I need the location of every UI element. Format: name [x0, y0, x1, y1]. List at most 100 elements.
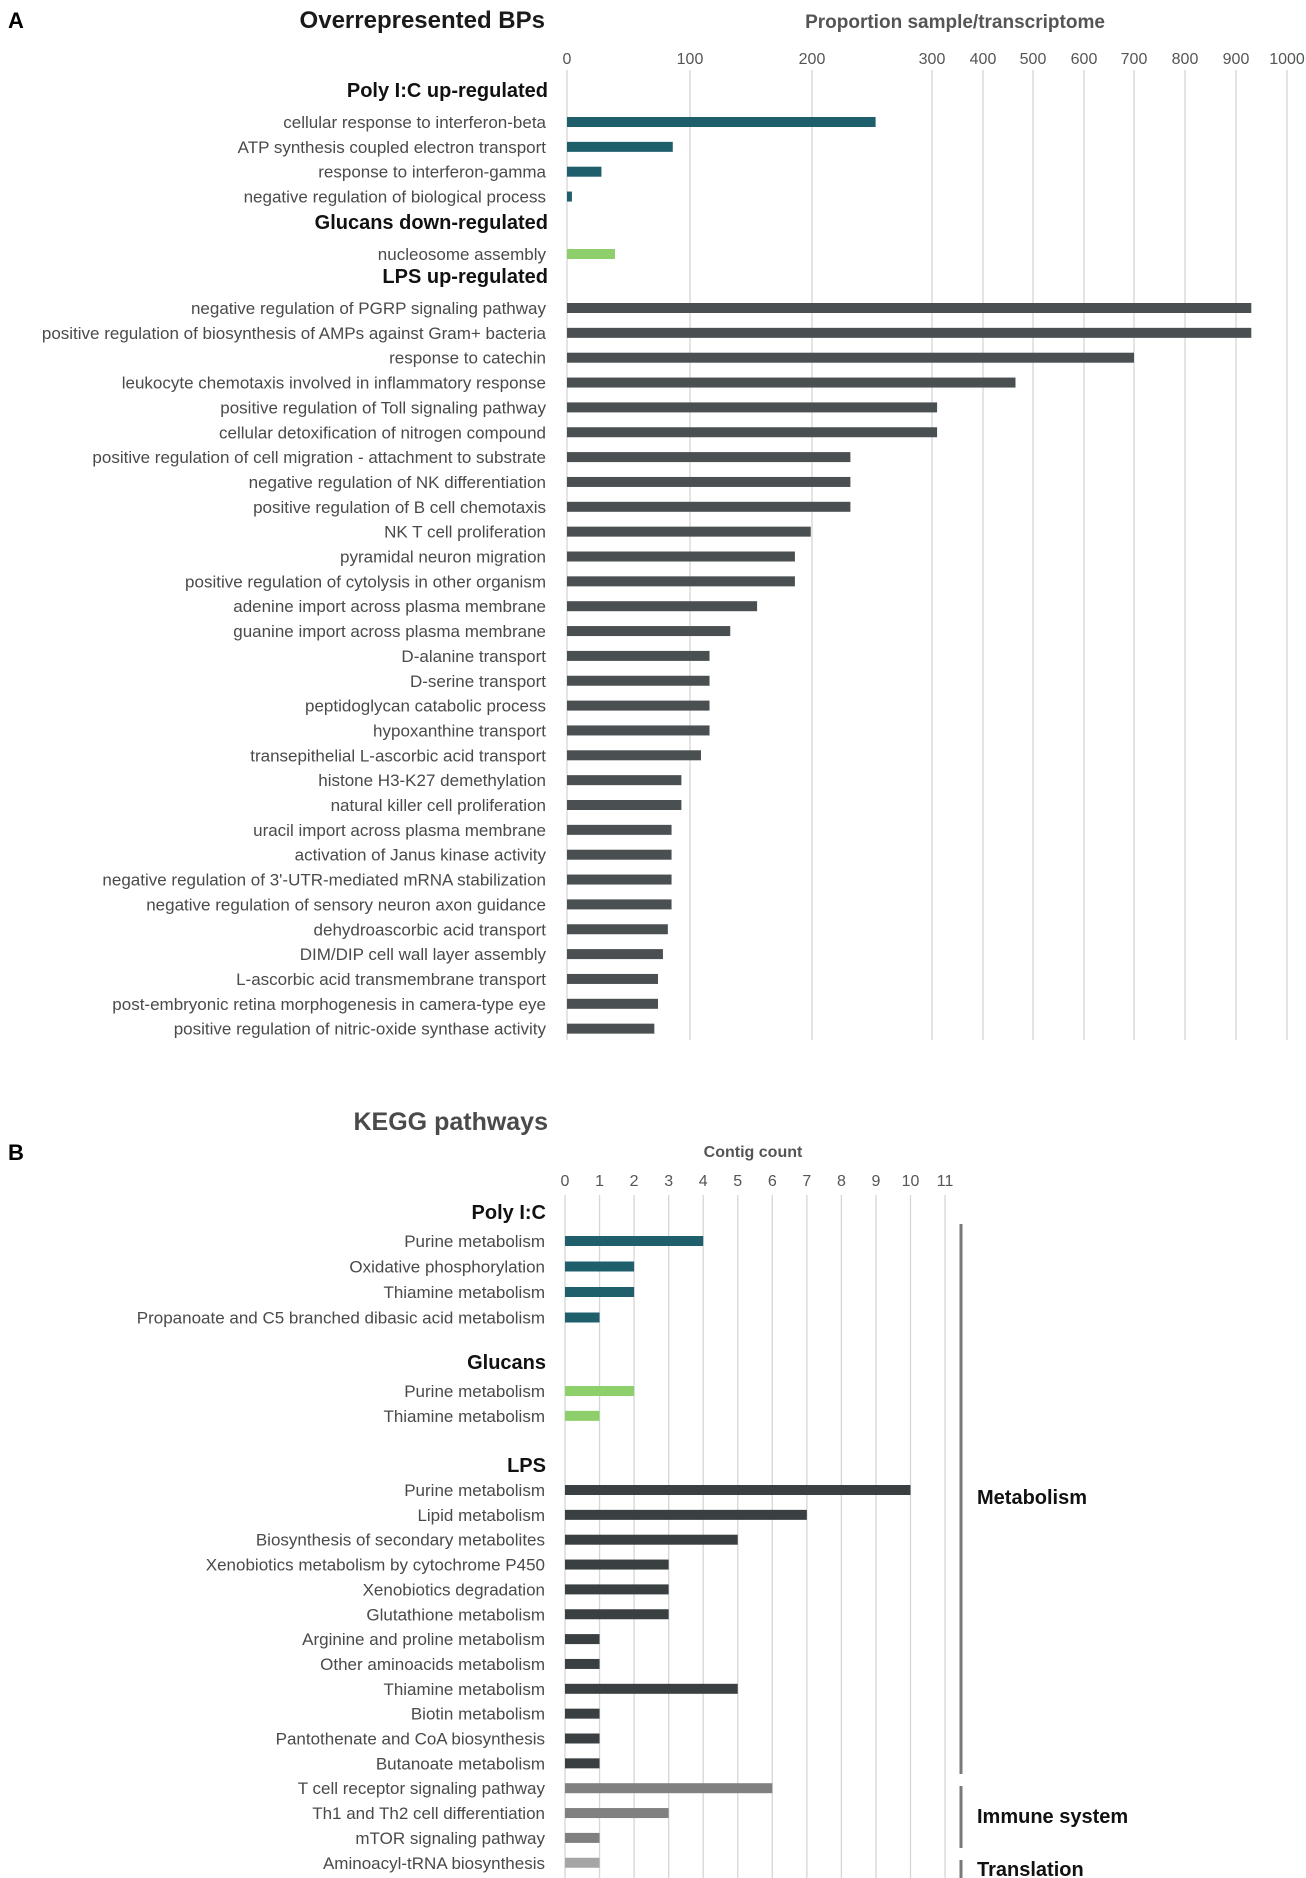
- chart-a-title: Overrepresented BPs: [300, 7, 545, 34]
- bar-label-b: Pantothenate and CoA biosynthesis: [276, 1730, 545, 1749]
- x-tick-label-a: 600: [1071, 51, 1098, 68]
- bar-label-b: Arginine and proline metabolism: [302, 1630, 545, 1649]
- bar-b: [565, 1683, 738, 1694]
- bar-label-a: DIM/DIP cell wall layer assembly: [300, 945, 547, 964]
- bar-b: [565, 1808, 669, 1819]
- bar-b: [565, 1287, 635, 1297]
- bar-label-a: positive regulation of cytolysis in othe…: [185, 572, 546, 591]
- bar-label-b: Aminoacyl-tRNA biosynthesis: [323, 1854, 545, 1873]
- bar-label-b: Other aminoacids metabolism: [320, 1655, 545, 1674]
- bar-a: [567, 141, 673, 152]
- bar-label-a: D-alanine transport: [401, 647, 546, 666]
- bar-a: [567, 675, 710, 686]
- bar-a: [567, 899, 672, 910]
- bar-a: [567, 775, 682, 786]
- bar-label-b: Biosynthesis of secondary metabolites: [256, 1531, 545, 1550]
- x-tick-label-a: 200: [799, 51, 826, 68]
- group-title-b: LPS: [507, 1455, 546, 1477]
- bar-a: [567, 166, 602, 177]
- bar-a: [567, 249, 615, 259]
- bar-label-a: leukocyte chemotaxis involved in inflamm…: [122, 374, 546, 393]
- x-tick-label-b: 0: [561, 1173, 570, 1190]
- bar-label-b: Th1 and Th2 cell differentiation: [312, 1804, 545, 1823]
- bar-label-a: transepithelial L-ascorbic acid transpor…: [250, 746, 546, 765]
- bar-label-a: hypoxanthine transport: [373, 721, 546, 740]
- bar-label-a: positive regulation of nitric-oxide synt…: [174, 1020, 547, 1039]
- bar-b: [565, 1386, 635, 1396]
- bar-label-b: Lipid metabolism: [417, 1506, 545, 1525]
- bar-label-a: adenine import across plasma membrane: [233, 597, 546, 616]
- bar-a: [567, 327, 1252, 338]
- bar-a: [567, 874, 672, 885]
- bar-b: [565, 1312, 600, 1323]
- bar-label-b: Purine metabolism: [404, 1232, 545, 1251]
- x-tick-label-b: 6: [768, 1173, 777, 1190]
- bar-a: [567, 800, 682, 810]
- bar-label-a: histone H3-K27 demethylation: [318, 771, 546, 790]
- bar-label-b: Thiamine metabolism: [383, 1283, 545, 1302]
- bar-b: [565, 1708, 600, 1719]
- bar-b: [565, 1410, 600, 1421]
- bar-label-a: activation of Janus kinase activity: [295, 846, 547, 865]
- bar-label-a: uracil import across plasma membrane: [253, 821, 546, 840]
- x-tick-label-b: 9: [871, 1173, 880, 1190]
- category-label: Immune system: [977, 1806, 1128, 1828]
- x-tick-label-a: 1000: [1269, 51, 1305, 68]
- bar-a: [567, 501, 851, 512]
- group-title-a: LPS up-regulated: [382, 266, 548, 288]
- bar-b: [565, 1485, 911, 1495]
- bar-a: [567, 924, 668, 935]
- bar-a: [567, 824, 672, 835]
- bar-a: [567, 476, 851, 487]
- bar-a: [567, 998, 659, 1009]
- bar-a: [567, 725, 710, 736]
- bar-label-a: response to interferon-gamma: [318, 163, 546, 182]
- x-tick-label-a: 0: [563, 51, 572, 68]
- x-tick-label-b: 10: [902, 1173, 920, 1190]
- bar-label-a: response to catechin: [389, 349, 546, 368]
- bar-a: [567, 700, 710, 711]
- bar-a: [567, 352, 1134, 363]
- bar-a: [567, 650, 710, 661]
- x-tick-label-b: 1: [595, 1173, 604, 1190]
- group-title-a: Poly I:C up-regulated: [347, 80, 548, 102]
- x-tick-label-a: 800: [1172, 51, 1199, 68]
- bar-label-a: guanine import across plasma membrane: [233, 622, 546, 641]
- x-tick-label-a: 700: [1121, 51, 1148, 68]
- x-tick-label-a: 900: [1223, 51, 1250, 68]
- bar-label-a: negative regulation of 3'-UTR-mediated m…: [102, 871, 546, 890]
- bar-b: [565, 1534, 738, 1545]
- bar-label-a: ATP synthesis coupled electron transport: [238, 138, 547, 157]
- bar-label-a: negative regulation of biological proces…: [244, 188, 546, 207]
- bar-b: [565, 1857, 600, 1868]
- bar-b: [565, 1758, 600, 1769]
- x-tick-label-b: 5: [733, 1173, 742, 1190]
- group-title-b: Poly I:C: [472, 1202, 546, 1224]
- chart-a-xlabel: Proportion sample/transcriptome: [805, 12, 1105, 33]
- bar-b: [565, 1261, 635, 1272]
- bar-a: [567, 526, 811, 537]
- chart-b-xlabel: Contig count: [704, 1144, 803, 1161]
- bar-label-b: Oxidative phosphorylation: [349, 1258, 545, 1277]
- bar-b: [565, 1634, 600, 1645]
- bar-label-b: Biotin metabolism: [411, 1705, 545, 1724]
- category-label: Metabolism: [977, 1487, 1087, 1509]
- x-tick-label-b: 7: [802, 1173, 811, 1190]
- group-title-b: Glucans: [467, 1352, 546, 1374]
- bar-label-a: peptidoglycan catabolic process: [305, 697, 546, 716]
- bar-label-a: negative regulation of sensory neuron ax…: [146, 895, 546, 914]
- x-tick-label-b: 3: [664, 1173, 673, 1190]
- bar-label-a: negative regulation of PGRP signaling pa…: [191, 299, 547, 318]
- bar-label-a: post-embryonic retina morphogenesis in c…: [112, 995, 546, 1014]
- bar-label-a: pyramidal neuron migration: [340, 548, 546, 567]
- bar-a: [567, 626, 731, 637]
- bar-b: [565, 1733, 600, 1744]
- bar-label-a: positive regulation of B cell chemotaxis: [253, 498, 546, 517]
- x-tick-label-a: 300: [919, 51, 946, 68]
- bar-a: [567, 377, 1016, 388]
- bar-label-b: Xenobiotics metabolism by cytochrome P45…: [206, 1556, 545, 1575]
- bar-a: [567, 576, 795, 587]
- bar-label-b: Thiamine metabolism: [383, 1680, 545, 1699]
- bar-a: [567, 427, 938, 438]
